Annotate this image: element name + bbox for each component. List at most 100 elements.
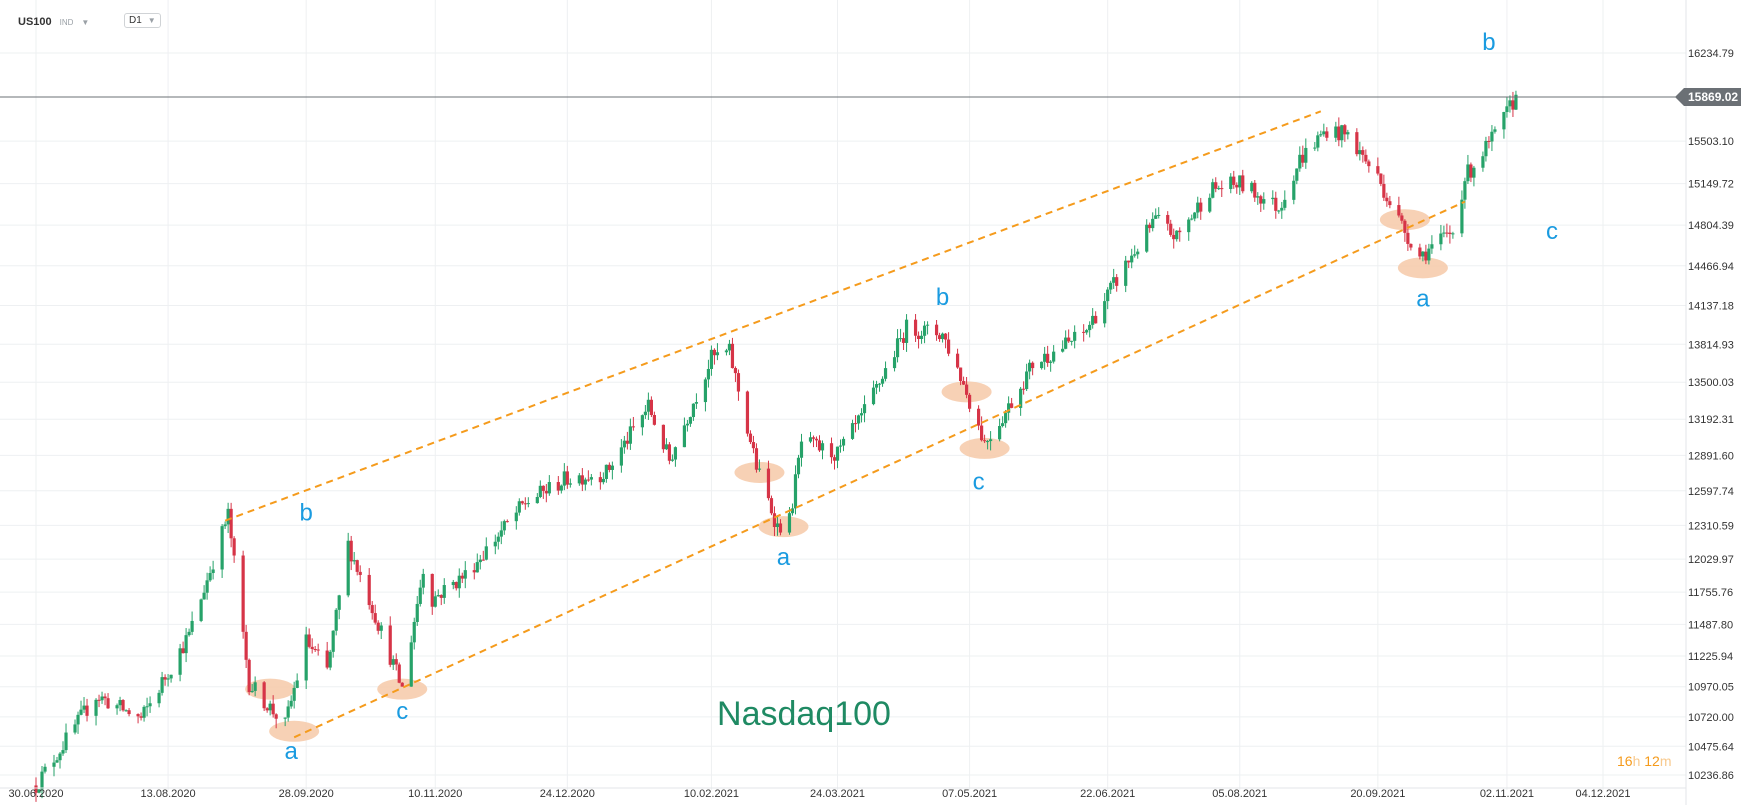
candle-body (1148, 224, 1152, 229)
highlight-ellipse (959, 437, 1010, 459)
candle-body (1283, 199, 1287, 208)
candle-body (1088, 324, 1092, 331)
candle-body (472, 570, 476, 573)
y-tick-label: 11225.94 (1688, 651, 1733, 663)
candle-body (1460, 199, 1464, 234)
candle-body (871, 387, 876, 405)
candle-body (1199, 202, 1203, 212)
candle-body (358, 571, 362, 575)
candle-body (331, 630, 335, 652)
candle-body (778, 523, 783, 533)
candle-body (1169, 223, 1173, 235)
candle-body (769, 498, 774, 514)
candle-body (43, 766, 47, 772)
candle-body (766, 468, 771, 499)
candle-body (1193, 212, 1197, 219)
candle-body (37, 789, 41, 793)
candle-body (157, 692, 161, 704)
candle-body (1340, 125, 1344, 141)
candle-body (1070, 340, 1074, 342)
candle-body (682, 425, 687, 448)
candle-body (292, 687, 296, 701)
symbol-label[interactable]: US100 (18, 16, 52, 28)
candle-body (673, 447, 678, 460)
candle-body (502, 521, 506, 531)
candle-body (373, 613, 377, 623)
candle-body (586, 479, 590, 481)
candle-body (1400, 215, 1404, 221)
candle-body (1175, 230, 1179, 240)
wave-label-c: c (973, 468, 985, 495)
candle-body (745, 391, 750, 434)
candle-body (1271, 197, 1275, 200)
candle-body (937, 335, 942, 340)
candle-body (1019, 388, 1023, 408)
candle-body (1256, 196, 1260, 198)
candle-body (355, 560, 359, 572)
candle-body (998, 426, 1002, 440)
candle-body (1301, 154, 1305, 163)
candle-body (712, 349, 717, 356)
candle-body (115, 705, 119, 709)
candle-body (1064, 337, 1068, 349)
candle-body (607, 464, 611, 470)
candle-body (1274, 197, 1278, 211)
candle-body (736, 373, 741, 392)
candle-body (1463, 181, 1467, 200)
candle-body (58, 753, 62, 761)
candle-body (877, 383, 882, 385)
candle-body (1067, 337, 1071, 342)
candle-body (1130, 255, 1134, 263)
price-axis: 16234.79 15503.10 15149.72 14804.39 14466.94… (1685, 0, 1734, 805)
candle-body (1355, 132, 1359, 155)
candle-body (1448, 232, 1452, 234)
candle-body (1241, 175, 1245, 192)
candle-body (1487, 140, 1491, 142)
candle-body (526, 503, 530, 505)
y-tick-label: 10720.00 (1688, 712, 1734, 724)
candle-body (980, 425, 984, 441)
x-tick-label: 04.12.2021 (1575, 788, 1630, 800)
candle-body (856, 415, 861, 424)
current-price-tag: 15869.02 (1675, 88, 1741, 107)
candle-body (496, 536, 500, 542)
candle-body (274, 714, 278, 719)
candle-body (787, 513, 792, 533)
countdown-minutes: 12 (1644, 753, 1660, 769)
candle-body (475, 562, 479, 573)
trend-channel (224, 110, 1466, 739)
candle-body (901, 338, 906, 343)
timeframe-select[interactable]: D1 ▼ (124, 13, 161, 28)
candle-body (814, 438, 819, 441)
candle-body (400, 682, 404, 687)
candle-body (1469, 164, 1473, 178)
candle-body (1388, 201, 1392, 206)
candle-body (1361, 150, 1365, 155)
channel-line-upper (224, 110, 1322, 522)
candle-body (977, 408, 981, 426)
candle-body (556, 482, 560, 491)
candle-body (1421, 251, 1425, 257)
candle-body (1484, 140, 1488, 157)
candle-body (1025, 371, 1029, 390)
candle-body (733, 368, 738, 374)
candle-body (589, 477, 593, 480)
wave-label-b: b (1482, 29, 1495, 56)
candle-body (1397, 205, 1401, 216)
y-tick-label: 12597.74 (1688, 486, 1734, 498)
chevron-down-icon[interactable]: ▼ (81, 17, 90, 27)
candle-body (1073, 331, 1077, 341)
candle-body (388, 625, 392, 665)
candle-body (202, 592, 206, 600)
candle-body (337, 595, 341, 610)
candle-body (391, 659, 395, 665)
candle-body (547, 482, 551, 494)
candle-body (829, 443, 834, 458)
candle-body (367, 574, 371, 606)
x-tick-label: 22.06.2021 (1080, 788, 1135, 800)
candle-body (631, 426, 635, 428)
candle-body (34, 785, 38, 793)
candle-body (166, 678, 170, 680)
candle-body (604, 464, 608, 479)
